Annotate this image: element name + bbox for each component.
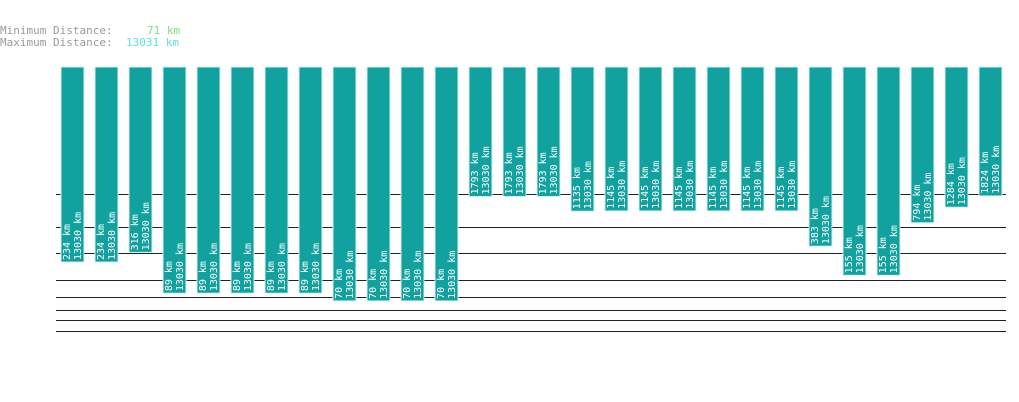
bar-total-label: 13030 km: [481, 146, 492, 194]
bar-value-label: 1145 km: [640, 167, 651, 209]
bar-value-label: 89 km: [266, 261, 277, 291]
bar-total-label: 13030 km: [413, 251, 424, 299]
bar-value-label: 794 km: [912, 185, 923, 221]
bar-total-label: 13030 km: [821, 196, 832, 244]
bar-value-label: 1145 km: [674, 167, 685, 209]
bar: [740, 66, 765, 212]
bar-value-label: 155 km: [878, 237, 889, 273]
bar: [502, 66, 527, 197]
bar-total-label: 13030 km: [787, 161, 798, 209]
bar: [162, 66, 187, 294]
bar: [774, 66, 799, 212]
bar: [706, 66, 731, 212]
bar-value-label: 1145 km: [708, 167, 719, 209]
bar: [366, 66, 391, 302]
bar-value-label: 155 km: [844, 237, 855, 273]
bar-total-label: 13030 km: [311, 243, 322, 291]
bar-total-label: 13030 km: [175, 243, 186, 291]
bar-value-label: 89 km: [232, 261, 243, 291]
bar-total-label: 13030 km: [855, 225, 866, 273]
bar: [842, 66, 867, 276]
bar-value-label: 234 km: [62, 224, 73, 260]
bar-total-label: 13030 km: [379, 251, 390, 299]
bar-total-label: 13030 km: [549, 146, 560, 194]
bar: [94, 66, 119, 263]
bar: [128, 66, 153, 253]
bar-total-label: 13030 km: [73, 212, 84, 260]
bar-value-label: 89 km: [198, 261, 209, 291]
min-label: Minimum Distance:: [0, 24, 113, 37]
bar-total-label: 13030 km: [685, 161, 696, 209]
bar: [298, 66, 323, 294]
bar-total-label: 13030 km: [889, 225, 900, 273]
bar-total-label: 13030 km: [957, 157, 968, 205]
bar-value-label: 70 km: [334, 269, 345, 299]
bar-value-label: 383 km: [810, 208, 821, 244]
bar-total-label: 13030 km: [243, 243, 254, 291]
bar-total-label: 13030 km: [991, 146, 1002, 194]
bar: [196, 66, 221, 294]
bar-value-label: 1824 km: [980, 152, 991, 194]
bar-total-label: 13030 km: [753, 161, 764, 209]
min-value: 71 km: [147, 24, 180, 37]
bar-total-label: 13030 km: [923, 173, 934, 221]
bar-value-label: 70 km: [436, 269, 447, 299]
bar-total-label: 13030 km: [583, 161, 594, 209]
bar-total-label: 13030 km: [277, 243, 288, 291]
bar: [638, 66, 663, 212]
bar-value-label: 1145 km: [606, 167, 617, 209]
bar: [230, 66, 255, 294]
bar-value-label: 89 km: [300, 261, 311, 291]
bar: [468, 66, 493, 197]
bar-value-label: 316 km: [130, 214, 141, 250]
bar-value-label: 70 km: [402, 269, 413, 299]
bar-value-label: 1793 km: [504, 152, 515, 194]
bar-total-label: 13030 km: [141, 202, 152, 250]
bar: [978, 66, 1003, 197]
bar: [944, 66, 969, 208]
max-label: Maximum Distance:: [0, 36, 113, 49]
bar: [910, 66, 935, 224]
bar: [332, 66, 357, 302]
bar-value-label: 70 km: [368, 269, 379, 299]
bar: [570, 66, 595, 212]
bar-total-label: 13030 km: [209, 243, 220, 291]
bar-value-label: 234 km: [96, 224, 107, 260]
bar-total-label: 13030 km: [107, 212, 118, 260]
bar: [604, 66, 629, 212]
bar-total-label: 13030 km: [345, 251, 356, 299]
bar: [536, 66, 561, 197]
bar: [672, 66, 697, 212]
bar-total-label: 13030 km: [719, 161, 730, 209]
bar-total-label: 13030 km: [617, 161, 628, 209]
bar: [808, 66, 833, 247]
bar-total-label: 13030 km: [447, 251, 458, 299]
bar-value-label: 1145 km: [776, 167, 787, 209]
bar: [264, 66, 289, 294]
bar: [400, 66, 425, 302]
bar: [434, 66, 459, 302]
bar-value-label: 1284 km: [946, 163, 957, 205]
bar-value-label: 1793 km: [538, 152, 549, 194]
bar: [876, 66, 901, 276]
bar-value-label: 1135 km: [572, 167, 583, 209]
max-value: 13031 km: [126, 36, 179, 49]
bar-total-label: 13030 km: [515, 146, 526, 194]
bar-value-label: 1145 km: [742, 167, 753, 209]
bar-total-label: 13030 km: [651, 161, 662, 209]
bar: [60, 66, 85, 263]
bar-value-label: 89 km: [164, 261, 175, 291]
bar-value-label: 1793 km: [470, 152, 481, 194]
